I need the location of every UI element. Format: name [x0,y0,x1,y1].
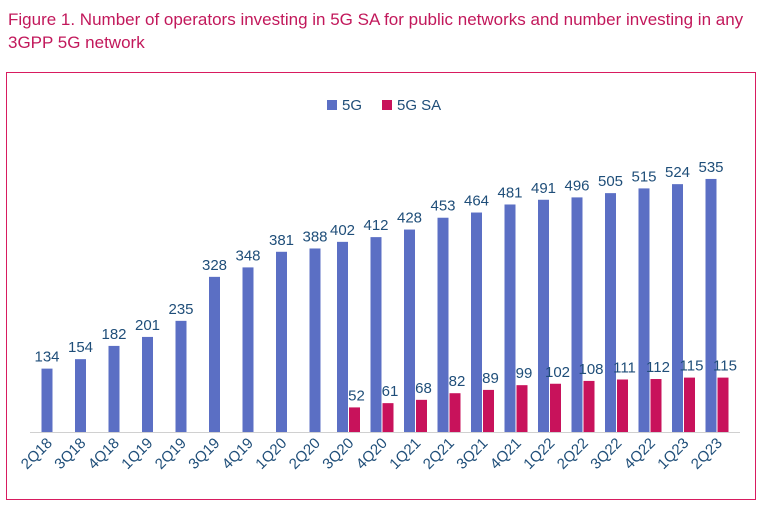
value-label-5g-2Q22: 496 [564,177,589,194]
x-tick-3Q21: 3Q21 [453,435,491,473]
bar-5g-3Q20 [337,241,348,432]
value-label-5gsa-2Q22: 108 [578,361,603,378]
value-label-5g-2Q18: 134 [34,349,59,366]
value-label-5g-4Q22: 515 [631,168,656,185]
x-tick-2Q19: 2Q19 [152,435,190,473]
legend-label-0: 5G [342,97,362,114]
bar-5g-4Q22 [638,188,650,432]
chart-legend: 5G 5G SA [327,97,441,114]
legend-swatch-0 [327,100,337,110]
bar-5g-2Q19 [175,320,187,432]
bar-5g-1Q19 [142,336,153,432]
x-tick-1Q20: 1Q20 [252,435,290,473]
value-label-5gsa-1Q22: 102 [545,364,570,381]
bar-5g-3Q18 [75,359,86,432]
x-tick-3Q18: 3Q18 [51,435,89,473]
value-label-5g-3Q21: 464 [464,193,489,210]
bar-5gsa-2Q22 [583,380,595,432]
value-label-5gsa-4Q20: 61 [382,383,399,400]
value-label-5g-1Q21: 428 [397,210,422,227]
value-labels-group: 134 154 182 201 235 328 348 381 388 402 52 412 61 428… [34,159,736,404]
x-tick-labels-group: 2Q183Q184Q181Q192Q193Q194Q191Q202Q203Q20… [18,435,726,473]
legend-label-1: 5G SA [397,97,441,114]
value-label-5g-2Q21: 453 [430,198,455,215]
value-label-5g-4Q18: 182 [101,326,126,343]
value-label-5gsa-1Q23: 115 [680,358,704,375]
bar-5gsa-3Q20 [349,407,360,432]
bar-5gsa-4Q22 [650,379,662,432]
bar-5g-2Q20 [309,248,321,432]
value-label-5g-1Q23: 524 [665,164,690,181]
bar-5gsa-1Q23 [684,377,695,432]
x-tick-4Q20: 4Q20 [353,435,391,473]
bar-5g-2Q21 [437,217,449,432]
x-tick-4Q21: 4Q21 [487,435,525,473]
value-label-5g-2Q23: 535 [698,159,723,176]
value-label-5g-2Q19: 235 [168,301,193,318]
x-tick-4Q22: 4Q22 [621,435,659,473]
x-tick-2Q23: 2Q23 [688,435,726,473]
value-label-5gsa-2Q23: 115 [713,358,737,375]
bar-5g-3Q21 [471,212,482,432]
bar-5gsa-2Q23 [717,377,729,432]
bar-5g-4Q21 [504,204,516,432]
bar-5gsa-3Q21 [483,389,494,432]
bar-5g-2Q23 [705,178,717,432]
value-label-5gsa-4Q22: 112 [646,359,670,376]
bar-5g-2Q18 [41,368,53,432]
value-label-5gsa-1Q21: 68 [415,380,432,397]
x-tick-4Q18: 4Q18 [85,435,123,473]
bar-5gsa-3Q22 [617,379,628,432]
value-label-5g-4Q20: 412 [363,217,388,234]
x-tick-1Q22: 1Q22 [520,435,558,473]
value-label-5gsa-3Q21: 89 [482,370,499,387]
x-tick-1Q23: 1Q23 [654,435,692,473]
value-label-5gsa-4Q21: 99 [516,365,533,382]
bar-5gsa-1Q21 [416,399,427,432]
x-tick-1Q19: 1Q19 [118,435,156,473]
value-label-5g-1Q20: 381 [269,232,294,249]
bar-5g-4Q19 [242,267,254,432]
x-tick-2Q18: 2Q18 [18,435,56,473]
value-label-5g-3Q20: 402 [330,222,355,239]
bars-group [41,178,729,432]
bar-5gsa-4Q20 [382,403,394,432]
legend-swatch-1 [382,100,392,110]
value-label-5g-2Q20: 388 [302,228,327,245]
value-label-5g-1Q22: 491 [531,180,556,197]
x-tick-4Q19: 4Q19 [219,435,257,473]
x-tick-3Q22: 3Q22 [587,435,625,473]
x-tick-2Q22: 2Q22 [554,435,592,473]
x-tick-2Q21: 2Q21 [420,435,458,473]
value-label-5gsa-3Q20: 52 [348,387,365,404]
chart-title: Figure 1. Number of operators investing … [8,10,744,52]
value-label-5g-3Q22: 505 [598,173,623,190]
bar-5g-3Q19 [209,276,220,432]
value-label-5g-3Q18: 154 [68,339,93,356]
value-label-5g-3Q19: 328 [202,257,227,274]
bar-5gsa-4Q21 [516,385,528,432]
bar-5g-1Q20 [276,251,287,432]
value-label-5gsa-3Q22: 111 [613,359,636,376]
bar-5g-1Q21 [404,229,415,432]
bar-5g-3Q22 [605,193,616,432]
x-tick-2Q20: 2Q20 [286,435,324,473]
value-label-5g-4Q21: 481 [497,184,522,201]
x-tick-1Q21: 1Q21 [386,435,424,473]
bar-5gsa-2Q21 [449,393,461,432]
x-tick-3Q19: 3Q19 [185,435,223,473]
value-label-5g-1Q19: 201 [135,317,160,334]
bar-5g-4Q18 [108,345,120,432]
bar-5g-1Q23 [672,184,683,432]
bar-5g-4Q20 [370,237,382,432]
value-label-5gsa-2Q21: 82 [449,373,466,390]
value-label-5g-4Q19: 348 [235,247,260,264]
bar-5g-2Q22 [571,197,583,432]
bar-5gsa-1Q22 [550,383,561,432]
bar-5g-1Q22 [538,199,549,432]
x-tick-3Q20: 3Q20 [319,435,357,473]
